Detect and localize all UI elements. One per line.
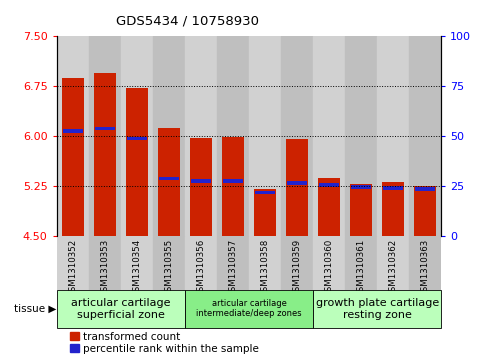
Bar bbox=[345, 236, 377, 290]
Bar bbox=[57, 236, 89, 290]
Bar bbox=[318, 178, 340, 236]
Bar bbox=[281, 236, 313, 290]
Text: tissue ▶: tissue ▶ bbox=[14, 304, 57, 314]
Bar bbox=[121, 36, 153, 236]
Bar bbox=[409, 236, 441, 290]
Text: GSM1310356: GSM1310356 bbox=[196, 239, 206, 297]
Bar bbox=[377, 236, 409, 290]
Text: GSM1310363: GSM1310363 bbox=[421, 239, 430, 297]
Text: articular cartilage
superficial zone: articular cartilage superficial zone bbox=[71, 298, 171, 319]
Bar bbox=[254, 189, 276, 236]
Bar bbox=[63, 129, 83, 133]
Bar bbox=[94, 73, 116, 236]
Bar bbox=[217, 236, 249, 290]
Bar bbox=[382, 183, 404, 236]
Bar bbox=[121, 236, 153, 290]
Bar bbox=[153, 36, 185, 236]
Bar bbox=[383, 186, 403, 189]
Bar bbox=[249, 36, 281, 236]
Bar bbox=[351, 185, 371, 189]
Text: GSM1310362: GSM1310362 bbox=[388, 239, 398, 297]
Bar bbox=[377, 36, 409, 236]
Text: GSM1310355: GSM1310355 bbox=[164, 239, 174, 297]
Bar bbox=[255, 191, 275, 194]
Bar bbox=[409, 36, 441, 236]
Text: GSM1310358: GSM1310358 bbox=[260, 239, 270, 297]
Bar bbox=[191, 179, 211, 183]
Bar bbox=[281, 36, 313, 236]
Bar bbox=[185, 290, 313, 328]
Text: articular cartilage
intermediate/deep zones: articular cartilage intermediate/deep zo… bbox=[196, 299, 302, 318]
Bar bbox=[222, 137, 244, 236]
Bar bbox=[190, 138, 212, 236]
Bar bbox=[126, 88, 148, 236]
Bar bbox=[313, 290, 441, 328]
Bar bbox=[350, 184, 372, 236]
Bar bbox=[345, 36, 377, 236]
Bar bbox=[223, 179, 243, 183]
Text: GSM1310352: GSM1310352 bbox=[68, 239, 77, 297]
Bar bbox=[127, 136, 147, 140]
Legend: transformed count, percentile rank within the sample: transformed count, percentile rank withi… bbox=[70, 332, 259, 354]
Bar bbox=[287, 181, 307, 185]
Bar bbox=[89, 36, 121, 236]
Bar bbox=[89, 236, 121, 290]
Bar bbox=[62, 78, 84, 236]
Bar bbox=[185, 236, 217, 290]
Bar bbox=[159, 176, 179, 180]
Bar bbox=[319, 183, 339, 187]
Bar bbox=[313, 36, 345, 236]
Text: growth plate cartilage
resting zone: growth plate cartilage resting zone bbox=[316, 298, 439, 319]
Bar bbox=[313, 236, 345, 290]
Bar bbox=[153, 236, 185, 290]
Text: GSM1310353: GSM1310353 bbox=[100, 239, 109, 297]
Text: GSM1310359: GSM1310359 bbox=[292, 239, 302, 297]
Bar bbox=[286, 139, 308, 236]
Bar bbox=[185, 36, 217, 236]
Text: GSM1310357: GSM1310357 bbox=[228, 239, 238, 297]
Bar bbox=[415, 187, 435, 191]
Bar bbox=[414, 186, 436, 236]
Text: GSM1310361: GSM1310361 bbox=[356, 239, 366, 297]
Bar bbox=[95, 127, 115, 130]
Bar bbox=[158, 128, 180, 236]
Text: GSM1310354: GSM1310354 bbox=[132, 239, 141, 297]
Text: GSM1310360: GSM1310360 bbox=[324, 239, 334, 297]
Bar bbox=[217, 36, 249, 236]
Bar bbox=[249, 236, 281, 290]
Bar bbox=[57, 290, 185, 328]
Bar bbox=[57, 36, 89, 236]
Text: GDS5434 / 10758930: GDS5434 / 10758930 bbox=[116, 14, 259, 27]
